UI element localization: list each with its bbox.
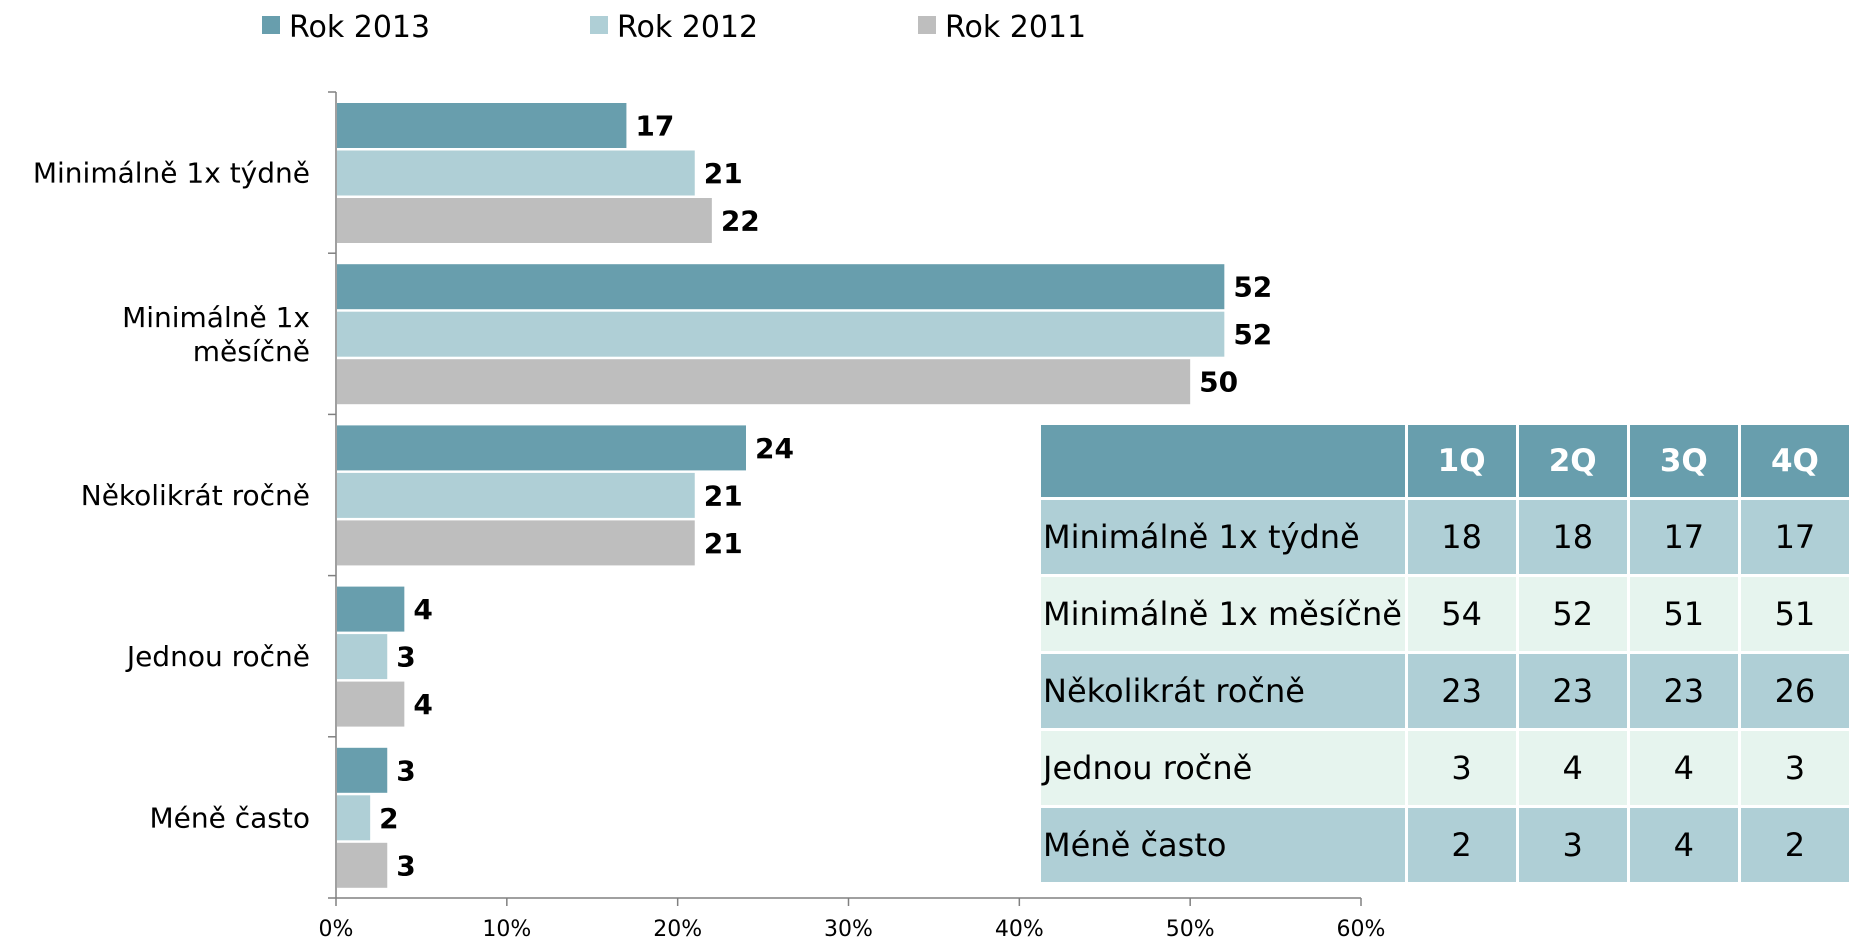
x-tick-label: 20%: [653, 917, 702, 942]
data-label: 52: [1233, 271, 1272, 304]
bar-rok-2013: [337, 425, 746, 471]
x-tick-label: 40%: [995, 917, 1044, 942]
table-cell: 17: [1629, 497, 1741, 574]
quarter-table: 1Q 2Q 3Q 4Q Minimálně 1x týdně 18 18 17 …: [1041, 425, 1852, 882]
bar-rok-2013: [337, 103, 627, 148]
bar-rok-2011: [337, 681, 405, 727]
category-label-line: Jednou ročně: [125, 640, 310, 673]
legend: Rok 2013 Rok 2012 Rok 2011: [262, 10, 1086, 45]
data-label: 24: [755, 432, 794, 465]
category-label: Minimálně 1x týdně: [33, 157, 310, 190]
data-label: 21: [704, 479, 743, 512]
table-row: Méně často 2 3 4 2: [1041, 805, 1852, 882]
quarter-table-header: 1Q 2Q 3Q 4Q: [1041, 425, 1852, 497]
table-header-4q: 4Q: [1740, 425, 1852, 497]
table-cell: 51: [1740, 574, 1852, 651]
table-cell: 18: [1407, 497, 1519, 574]
legend-label: Rok 2012: [617, 10, 758, 45]
table-row: Minimálně 1x týdně 18 18 17 17: [1041, 497, 1852, 574]
table-header-2q: 2Q: [1518, 425, 1630, 497]
table-cell: 26: [1740, 651, 1852, 728]
category-label-line: měsíčně: [193, 335, 310, 368]
category-label-line: Méně často: [149, 801, 310, 834]
data-label: 50: [1199, 366, 1238, 399]
table-row: Jednou ročně 3 4 4 3: [1041, 728, 1852, 805]
table-row: Minimálně 1x měsíčně 54 52 51 51: [1041, 574, 1852, 651]
table-row-label: Minimálně 1x měsíčně: [1041, 574, 1408, 651]
table-header-1q: 1Q: [1407, 425, 1519, 497]
category-label: Minimálně 1x měsíčně: [122, 301, 310, 368]
table-row-label: Jednou ročně: [1041, 728, 1408, 805]
table-row: Několikrát ročně 23 23 23 26: [1041, 651, 1852, 728]
table-cell: 17: [1740, 497, 1852, 574]
table-row-label: Méně často: [1041, 805, 1408, 882]
x-tick-label: 0%: [319, 917, 354, 942]
chart-labels: 17 21 22 Minimálně 1x týdně 52 52 50 Minimálně …: [33, 110, 1272, 883]
table-row-label: Několikrát ročně: [1041, 651, 1408, 728]
data-label: 3: [396, 641, 415, 674]
table-cell: 3: [1407, 728, 1519, 805]
table-cell: 2: [1740, 805, 1852, 882]
data-label: 21: [704, 157, 743, 190]
category-label-line: Minimálně 1x týdně: [33, 157, 310, 190]
legend-swatch: [262, 16, 280, 34]
table-cell: 54: [1407, 574, 1519, 651]
bar-rok-2012: [337, 634, 388, 680]
bar-rok-2011: [337, 359, 1191, 405]
bar-rok-2013: [337, 747, 388, 793]
bar-rok-2011: [337, 520, 695, 566]
chart-bars: [337, 103, 1225, 888]
data-label: 3: [396, 849, 415, 882]
table-cell: 4: [1629, 728, 1741, 805]
table-cell: 23: [1629, 651, 1741, 728]
category-label-line: Několikrát ročně: [81, 479, 310, 512]
bar-rok-2013: [337, 586, 405, 632]
bar-rok-2012: [337, 795, 371, 841]
bar-rok-2012: [337, 150, 695, 196]
category-label: Několikrát ročně: [81, 479, 310, 512]
category-label: Jednou ročně: [125, 640, 310, 673]
table-row-label: Minimálně 1x týdně: [1041, 497, 1408, 574]
data-label: 52: [1233, 318, 1272, 351]
table-cell: 51: [1629, 574, 1741, 651]
legend-swatch: [918, 16, 936, 34]
table-header-cell-empty: [1041, 425, 1408, 497]
legend-swatch: [590, 16, 608, 34]
x-tick-label: 30%: [824, 917, 873, 942]
data-label: 22: [721, 205, 760, 238]
bar-rok-2012: [337, 472, 695, 518]
legend-label: Rok 2011: [945, 10, 1086, 45]
bar-rok-2011: [337, 842, 388, 888]
table-header-3q: 3Q: [1629, 425, 1741, 497]
table-cell: 52: [1518, 574, 1630, 651]
table-cell: 3: [1518, 805, 1630, 882]
data-label: 21: [704, 527, 743, 560]
bar-rok-2011: [337, 198, 712, 243]
x-tick-label: 10%: [482, 917, 531, 942]
data-label: 4: [413, 688, 432, 721]
table-cell: 23: [1407, 651, 1519, 728]
data-label: 17: [635, 110, 674, 143]
table-cell: 23: [1518, 651, 1630, 728]
table-cell: 3: [1740, 728, 1852, 805]
category-label-line: Minimálně 1x: [122, 301, 310, 334]
data-label: 2: [379, 802, 398, 835]
x-tick-label: 60%: [1337, 917, 1386, 942]
table-cell: 18: [1518, 497, 1630, 574]
table-cell: 2: [1407, 805, 1519, 882]
data-label: 3: [396, 754, 415, 787]
category-label: Méně často: [149, 801, 310, 834]
bar-rok-2013: [337, 264, 1225, 310]
data-label: 4: [413, 593, 432, 626]
bar-rok-2012: [337, 311, 1225, 357]
table-cell: 4: [1518, 728, 1630, 805]
table-cell: 4: [1629, 805, 1741, 882]
x-tick-label: 50%: [1166, 917, 1215, 942]
chart-axes: 0% 10% 20% 30% 40% 50% 60%: [319, 91, 1386, 942]
legend-label: Rok 2013: [289, 10, 430, 45]
